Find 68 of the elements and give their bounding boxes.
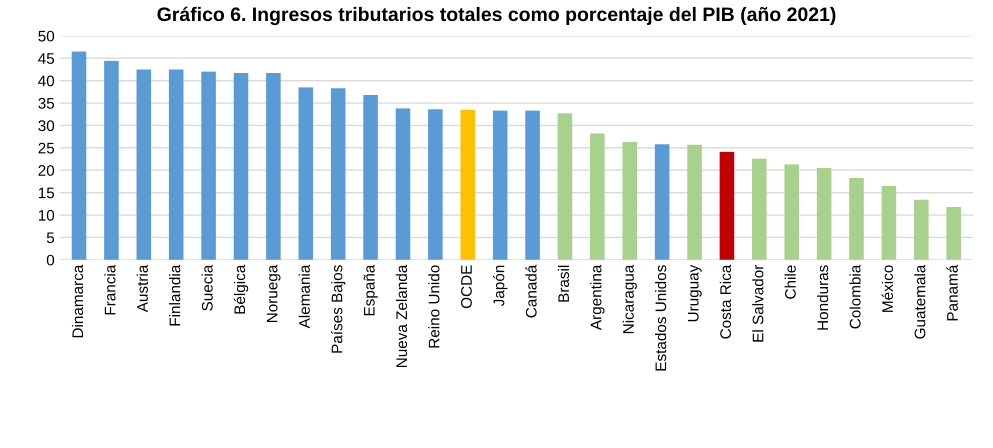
- bar: [687, 144, 702, 260]
- bar: [590, 134, 605, 260]
- bar: [849, 178, 864, 260]
- x-tick-label: Canadá: [525, 264, 537, 318]
- bar: [72, 52, 86, 260]
- y-tick-label: 5: [46, 232, 54, 244]
- x-tick-label: El Salvador: [752, 264, 764, 342]
- x-tick-label: Honduras: [817, 265, 828, 330]
- x-tick-label: Japón: [492, 266, 508, 306]
- x-tick-label: Alemania: [298, 264, 310, 328]
- x-tick-label: Países Bajos: [330, 265, 346, 353]
- x-tick-label: Reino Unido: [428, 265, 440, 348]
- x-tick-label: Guatemala: [914, 264, 926, 339]
- x-tick-label: Noruega: [266, 264, 281, 322]
- y-tick-label: 20: [38, 165, 54, 176]
- x-tick-label: Bélgica: [234, 264, 248, 314]
- x-tick-label: Colombia: [849, 264, 861, 328]
- bar: [816, 168, 832, 260]
- y-tick-label: 50: [38, 30, 54, 42]
- x-tick-label: Nicaragua: [622, 264, 637, 334]
- y-tick-label: 10: [38, 210, 54, 221]
- bar: [266, 73, 281, 260]
- x-tick-label: Brasil: [558, 266, 570, 302]
- x-tick-label: Francia: [104, 264, 116, 314]
- bar: [622, 142, 638, 260]
- bar: [558, 113, 572, 260]
- chart-title: Gráfico 6. Ingresos tributarios totales como porcentaje del PIB (año 2021): [157, 6, 836, 26]
- x-tick-label: España: [364, 264, 378, 316]
- x-tick-label: Dinamarca: [72, 264, 84, 338]
- bar: [201, 72, 216, 260]
- bar: [168, 69, 184, 260]
- bar: [136, 69, 152, 260]
- y-tick-label: 35: [38, 98, 54, 109]
- bar: [882, 186, 896, 260]
- bar: [492, 110, 508, 260]
- bar: [460, 110, 476, 260]
- bar: [914, 200, 929, 260]
- x-tick-label: Chile: [784, 265, 796, 299]
- bar: [330, 88, 346, 260]
- x-tick-label: Suecia: [201, 264, 213, 311]
- bar: [104, 60, 119, 260]
- x-tick-label: Uruguay: [688, 264, 702, 322]
- bar: [363, 94, 378, 260]
- x-tick-label: Austria: [136, 264, 148, 312]
- bar: [784, 164, 800, 260]
- bar: [946, 206, 961, 260]
- x-tick-label: Nueva Zelanda: [396, 264, 408, 368]
- bar: [654, 144, 670, 260]
- y-tick-label: 40: [38, 76, 54, 86]
- x-tick-label: Argentina: [590, 264, 604, 330]
- x-tick-label: Finlandia: [169, 264, 180, 326]
- x-tick-label: Estados Unidos: [655, 265, 666, 370]
- x-tick-label: Panamá: [946, 264, 958, 320]
- bar: [396, 108, 410, 260]
- bar: [720, 152, 734, 260]
- y-tick-label: 25: [38, 142, 54, 154]
- y-tick-label: 30: [38, 120, 54, 132]
- bar: [428, 109, 443, 260]
- bar: [752, 158, 767, 260]
- x-tick-label: Costa Rica: [720, 264, 732, 339]
- y-tick-label: 15: [38, 188, 54, 198]
- x-tick-label: OCDE: [461, 265, 472, 308]
- bar: [298, 87, 314, 260]
- x-tick-label: México: [882, 265, 894, 312]
- bar: [525, 110, 540, 260]
- bar: [234, 73, 248, 260]
- y-tick-label: 0: [46, 254, 54, 266]
- y-tick-label: 45: [38, 53, 54, 64]
